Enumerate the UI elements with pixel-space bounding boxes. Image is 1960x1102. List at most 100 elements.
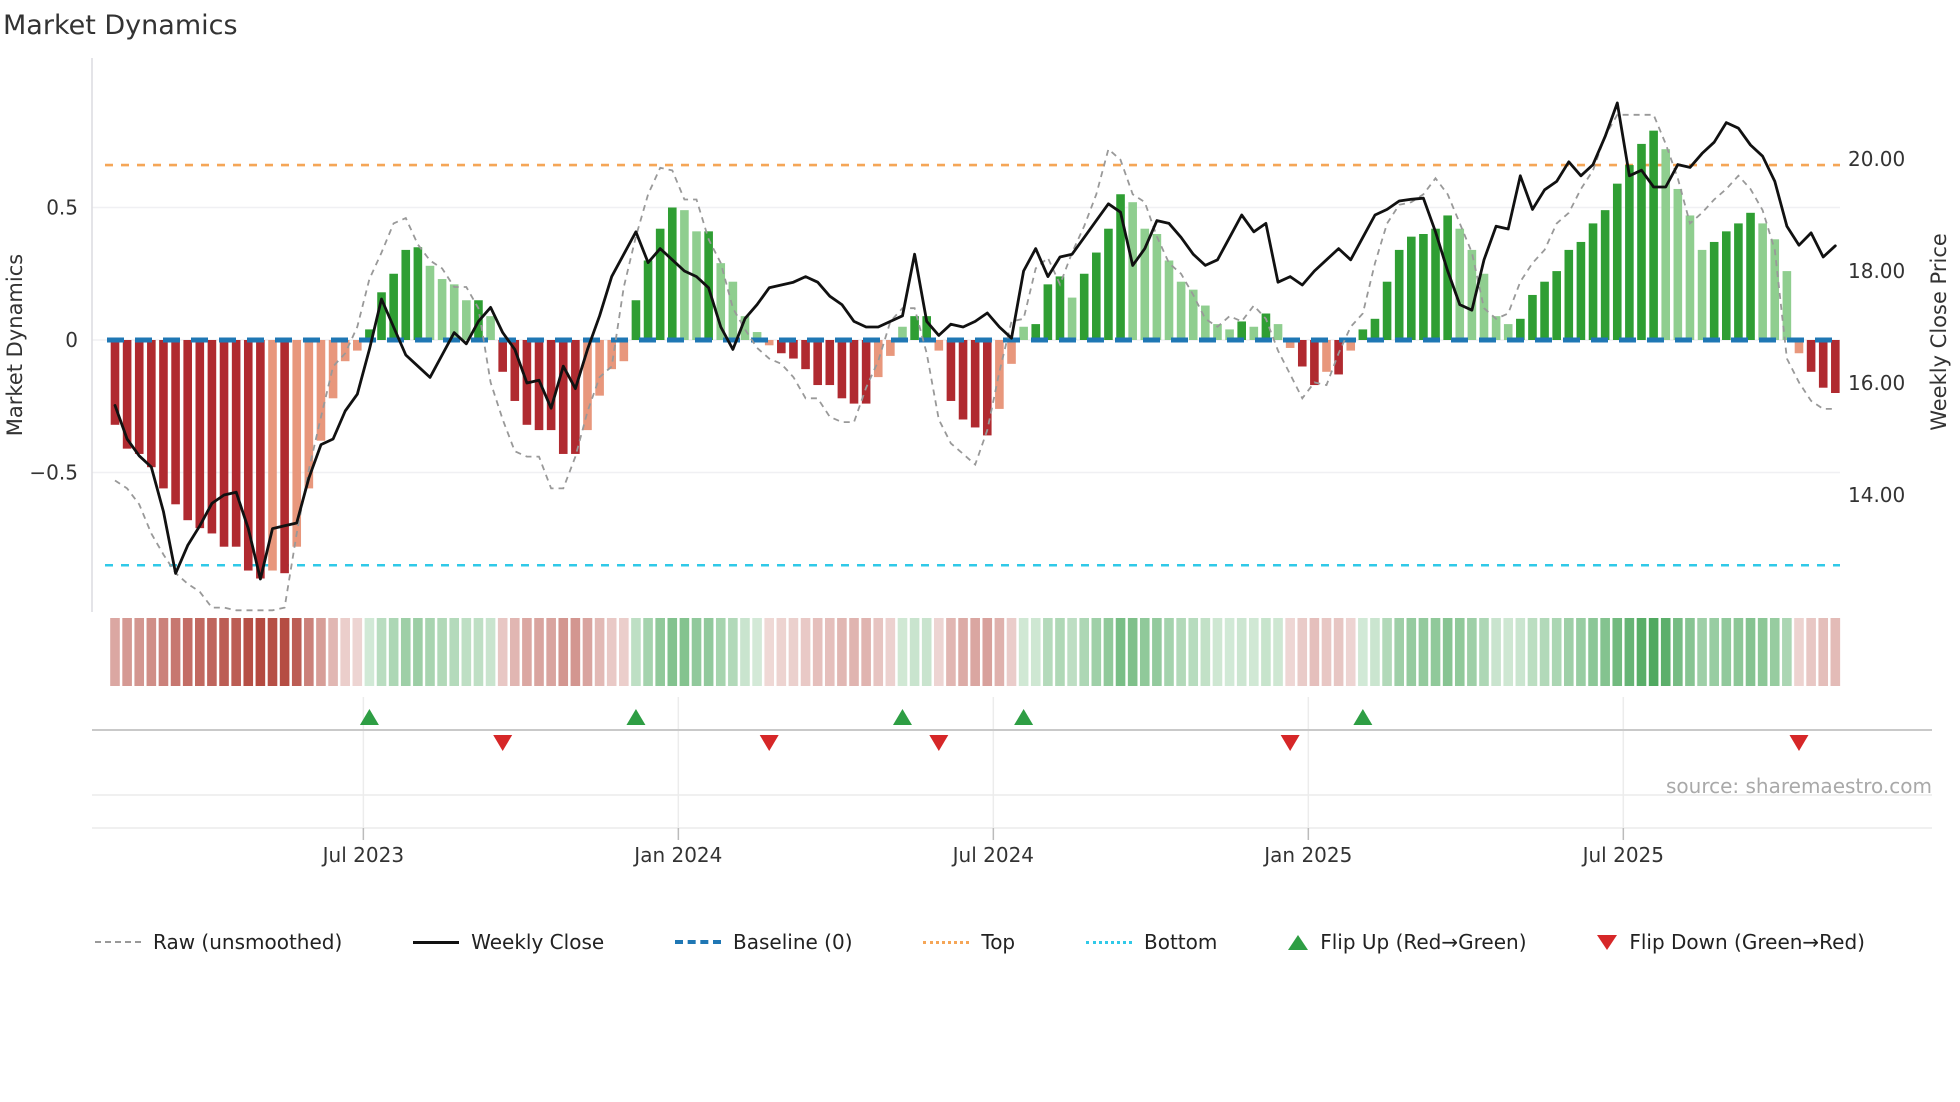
heatmap-cell: [267, 618, 278, 686]
oscillator-bar: [1249, 326, 1259, 340]
heatmap-cell: [1660, 618, 1671, 686]
heatmap-cell: [1345, 618, 1356, 686]
oscillator-bar: [1782, 271, 1792, 340]
x-tick-label: Jan 2025: [1262, 843, 1352, 867]
oscillator-bar: [1188, 289, 1198, 340]
heatmap-cell: [207, 618, 217, 686]
legend-label: Raw (unsmoothed): [153, 930, 343, 954]
oscillator-bar: [958, 340, 968, 420]
heatmap-cell: [1224, 618, 1235, 686]
heatmap-cell: [861, 618, 871, 686]
heatmap-cell: [764, 618, 775, 686]
flip-down-marker: [1789, 735, 1809, 751]
heatmap-cell: [134, 618, 145, 686]
heatmap-cell: [1188, 618, 1199, 686]
oscillator-bar: [1019, 326, 1028, 340]
heatmap-cell: [703, 618, 714, 686]
heatmap-cell: [1515, 618, 1526, 686]
oscillator-bar: [789, 340, 798, 359]
heatmap-cell: [1442, 618, 1453, 686]
oscillator-bar: [147, 340, 156, 468]
heatmap-cell: [461, 618, 472, 686]
heatmap-cell: [340, 618, 350, 686]
heatmap-cell: [982, 618, 993, 686]
heatmap-cell: [1600, 618, 1610, 686]
oscillator-bar: [849, 340, 859, 404]
oscillator-bar: [1225, 329, 1234, 340]
oscillator-bar: [571, 340, 580, 454]
oscillator-bar: [340, 340, 350, 362]
heatmap-cell: [728, 618, 738, 686]
oscillator-bar: [1491, 316, 1501, 340]
heatmap-cell: [352, 618, 363, 686]
oscillator-bar: [316, 340, 326, 441]
oscillator-bar: [934, 340, 944, 351]
oscillator-bar: [1431, 228, 1440, 340]
heatmap-cell: [558, 618, 569, 686]
heatmap-cell: [1394, 618, 1404, 686]
oscillator-bar: [462, 300, 471, 340]
x-tick-label: Jul 2023: [321, 843, 404, 867]
oscillator-bar: [946, 340, 956, 401]
oscillator-bar: [1467, 249, 1477, 340]
left-axis-title: Market Dynamics: [3, 254, 27, 436]
oscillator-bar: [1661, 149, 1671, 340]
oscillator-bar: [1612, 183, 1622, 340]
heatmap-cell: [1527, 618, 1538, 686]
heatmap-cell: [1721, 618, 1732, 686]
heatmap-cell: [1709, 618, 1719, 686]
legend-label: Bottom: [1143, 930, 1218, 954]
heatmap-cell: [1261, 618, 1271, 686]
flip-up-marker: [359, 709, 379, 725]
axis-tick-labels: 0.5 0 −0.5 20.00 18.00 16.00 14.00 Jul 2023 Jan …: [29, 147, 1905, 867]
oscillator-bar: [377, 292, 386, 340]
oscillator-bar: [716, 263, 726, 340]
flip-up-marker: [626, 709, 646, 725]
heatmap-cell: [1733, 618, 1744, 686]
heatmap-cell: [994, 618, 1005, 686]
heatmap-cell: [1588, 618, 1598, 686]
weekly-close-polyline: [113, 101, 1837, 581]
oscillator-bar: [1709, 241, 1719, 340]
oscillator-bar: [801, 340, 810, 370]
heatmap-cell: [1830, 618, 1841, 686]
flip-down-marker: [929, 735, 949, 751]
oscillator-bar: [389, 273, 398, 340]
oscillator-bar: [1164, 260, 1174, 340]
flip-down-marker: [1280, 735, 1300, 751]
heatmap-cell: [655, 618, 665, 686]
heatmap-cell: [1479, 618, 1489, 686]
legend: Raw (unsmoothed) Weekly Close Baseline (…: [95, 930, 1865, 954]
oscillator-bar: [1552, 271, 1561, 340]
oscillator-bar: [764, 340, 774, 346]
oscillator-bar: [510, 340, 520, 401]
x-tick-label: Jul 2025: [1581, 843, 1664, 867]
legend-label: Flip Up (Red→Green): [1320, 930, 1527, 954]
oscillator-bar: [667, 207, 677, 340]
heatmap-cell: [1382, 618, 1392, 686]
heatmap-cell: [497, 618, 508, 686]
oscillator-bar: [1031, 324, 1041, 340]
osc-tick-label: 0: [65, 328, 78, 352]
source-text: source: sharemaestro.com: [1666, 774, 1932, 798]
heatmap-cell: [182, 618, 193, 686]
oscillator-bar: [1564, 249, 1574, 340]
oscillator-bar: [728, 281, 738, 340]
heatmap-cell: [570, 618, 581, 686]
heatmap-cell: [1564, 618, 1574, 686]
oscillator-bar: [922, 316, 932, 340]
heatmap-cell: [1539, 618, 1550, 686]
oscillator-bar: [631, 300, 641, 340]
x-tick-label: Jul 2024: [951, 843, 1034, 867]
heatmap-cell: [1055, 618, 1065, 686]
heatmap-cell: [921, 618, 932, 686]
heatmap-cell: [800, 618, 811, 686]
oscillator-bar: [122, 340, 132, 449]
oscillator-bar: [183, 340, 192, 521]
price-tick-label: 18.00: [1848, 259, 1905, 283]
oscillator-bar: [1201, 305, 1210, 340]
legend-label: Baseline (0): [733, 930, 853, 954]
oscillator-bar: [1370, 318, 1380, 340]
heatmap-cell: [667, 618, 678, 686]
